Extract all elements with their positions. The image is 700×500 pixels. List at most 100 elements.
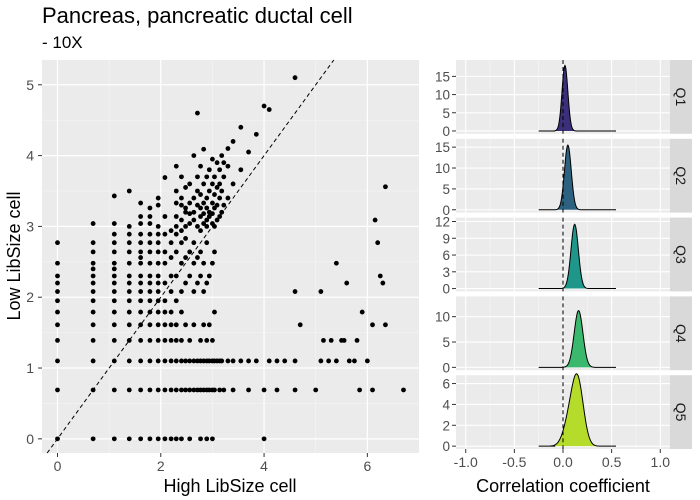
scatter-point (147, 298, 153, 304)
scatter-point (90, 436, 96, 442)
scatter-point (90, 387, 96, 393)
scatter-point (297, 322, 303, 328)
scatter-point (318, 358, 324, 364)
scatter-point (187, 200, 193, 206)
scatter-point (195, 280, 200, 286)
y-tick-label: 10 (435, 310, 450, 325)
y-tick-label: 12 (435, 215, 450, 230)
scatter-point (219, 358, 225, 364)
scatter-point (201, 200, 207, 206)
scatter-point (238, 124, 244, 130)
y-tick-label: 3 (442, 265, 450, 280)
scatter-point (370, 322, 375, 328)
scatter-point (155, 260, 161, 266)
scatter-point (168, 228, 174, 234)
scatter-point (191, 195, 197, 201)
scatter-point (221, 174, 227, 180)
scatter-point (183, 209, 188, 215)
scatter-point (238, 167, 244, 173)
scatter-point (201, 181, 207, 187)
scatter-point (204, 174, 210, 180)
scatter-point (111, 260, 117, 266)
scatter-point (201, 260, 207, 266)
scatter-point (183, 387, 188, 393)
scatter-point (55, 387, 60, 393)
scatter-point (187, 436, 193, 442)
scatter-point (328, 338, 334, 343)
scatter-chart: 0 2 4 6 0 1 2 3 4 5 High LibSize cell Low LibSize… (4, 59, 419, 496)
y-tick-label: 1 (26, 360, 34, 376)
scatter-point (138, 240, 144, 246)
scatter-point (111, 358, 117, 364)
scatter-point (168, 358, 174, 364)
scatter-point (195, 255, 200, 260)
scatter-point (204, 240, 210, 246)
scatter-point (111, 322, 117, 328)
scatter-point (147, 231, 153, 237)
scatter-point (212, 387, 217, 393)
figure-title: Pancreas, pancreatic ductal cell (42, 3, 353, 28)
scatter-point (191, 240, 197, 246)
scatter-point (183, 358, 188, 364)
scatter-point (238, 358, 244, 364)
scatter-point (217, 214, 223, 219)
scatter-point (401, 387, 406, 393)
scatter-point (266, 358, 272, 364)
scatter-point (111, 193, 117, 199)
scatter-point (90, 358, 96, 364)
scatter-point (221, 160, 227, 166)
scatter-point (187, 387, 193, 393)
scatter-point (191, 153, 197, 158)
scatter-point (206, 322, 212, 328)
scatter-point (155, 231, 161, 237)
scatter-point (147, 436, 153, 442)
scatter-point (111, 436, 117, 442)
scatter-point (162, 436, 168, 442)
scatter-point (168, 289, 174, 294)
y-tick-label: 10 (435, 161, 450, 176)
scatter-point (162, 175, 168, 180)
scatter-point (126, 260, 132, 266)
scatter-point (126, 224, 132, 229)
scatter-point (212, 192, 217, 197)
scatter-point (138, 200, 144, 206)
scatter-point (191, 289, 197, 294)
scatter-point (111, 280, 117, 286)
scatter-point (173, 298, 179, 304)
scatter-point (55, 240, 60, 246)
scatter-point (179, 260, 184, 266)
density-fill (538, 373, 617, 447)
scatter-point (198, 192, 203, 197)
scatter-point (246, 358, 251, 364)
scatter-point (90, 289, 96, 294)
scatter-point (183, 224, 188, 229)
scatter-point (162, 298, 168, 304)
density-outline (538, 223, 617, 290)
scatter-point (55, 280, 60, 286)
facet-strip-label: Q2 (673, 166, 689, 185)
scatter-point (138, 231, 144, 237)
scatter-point (195, 224, 200, 229)
scatter-point (162, 358, 168, 364)
scatter-point (201, 211, 207, 217)
scatter-point (313, 387, 319, 393)
scatter-point (230, 387, 236, 393)
scatter-point (138, 322, 144, 328)
scatter-point (187, 249, 193, 255)
facet-strip-label: Q4 (673, 324, 689, 343)
scatter-point (111, 289, 117, 294)
y-tick-label: 15 (435, 140, 450, 155)
scatter-point (138, 298, 144, 304)
scatter-point (179, 358, 184, 364)
scatter-point (155, 249, 161, 255)
scatter-point (162, 231, 168, 237)
figure-subtitle: - 10X (42, 33, 83, 52)
scatter-point (111, 231, 117, 237)
scatter-point (147, 214, 153, 219)
scatter-point (204, 280, 210, 286)
scatter-point (138, 255, 144, 260)
scatter-point (168, 240, 174, 246)
scatter-point (253, 131, 259, 137)
scatter-point (147, 249, 153, 255)
facet-strip-label: Q1 (673, 88, 689, 107)
